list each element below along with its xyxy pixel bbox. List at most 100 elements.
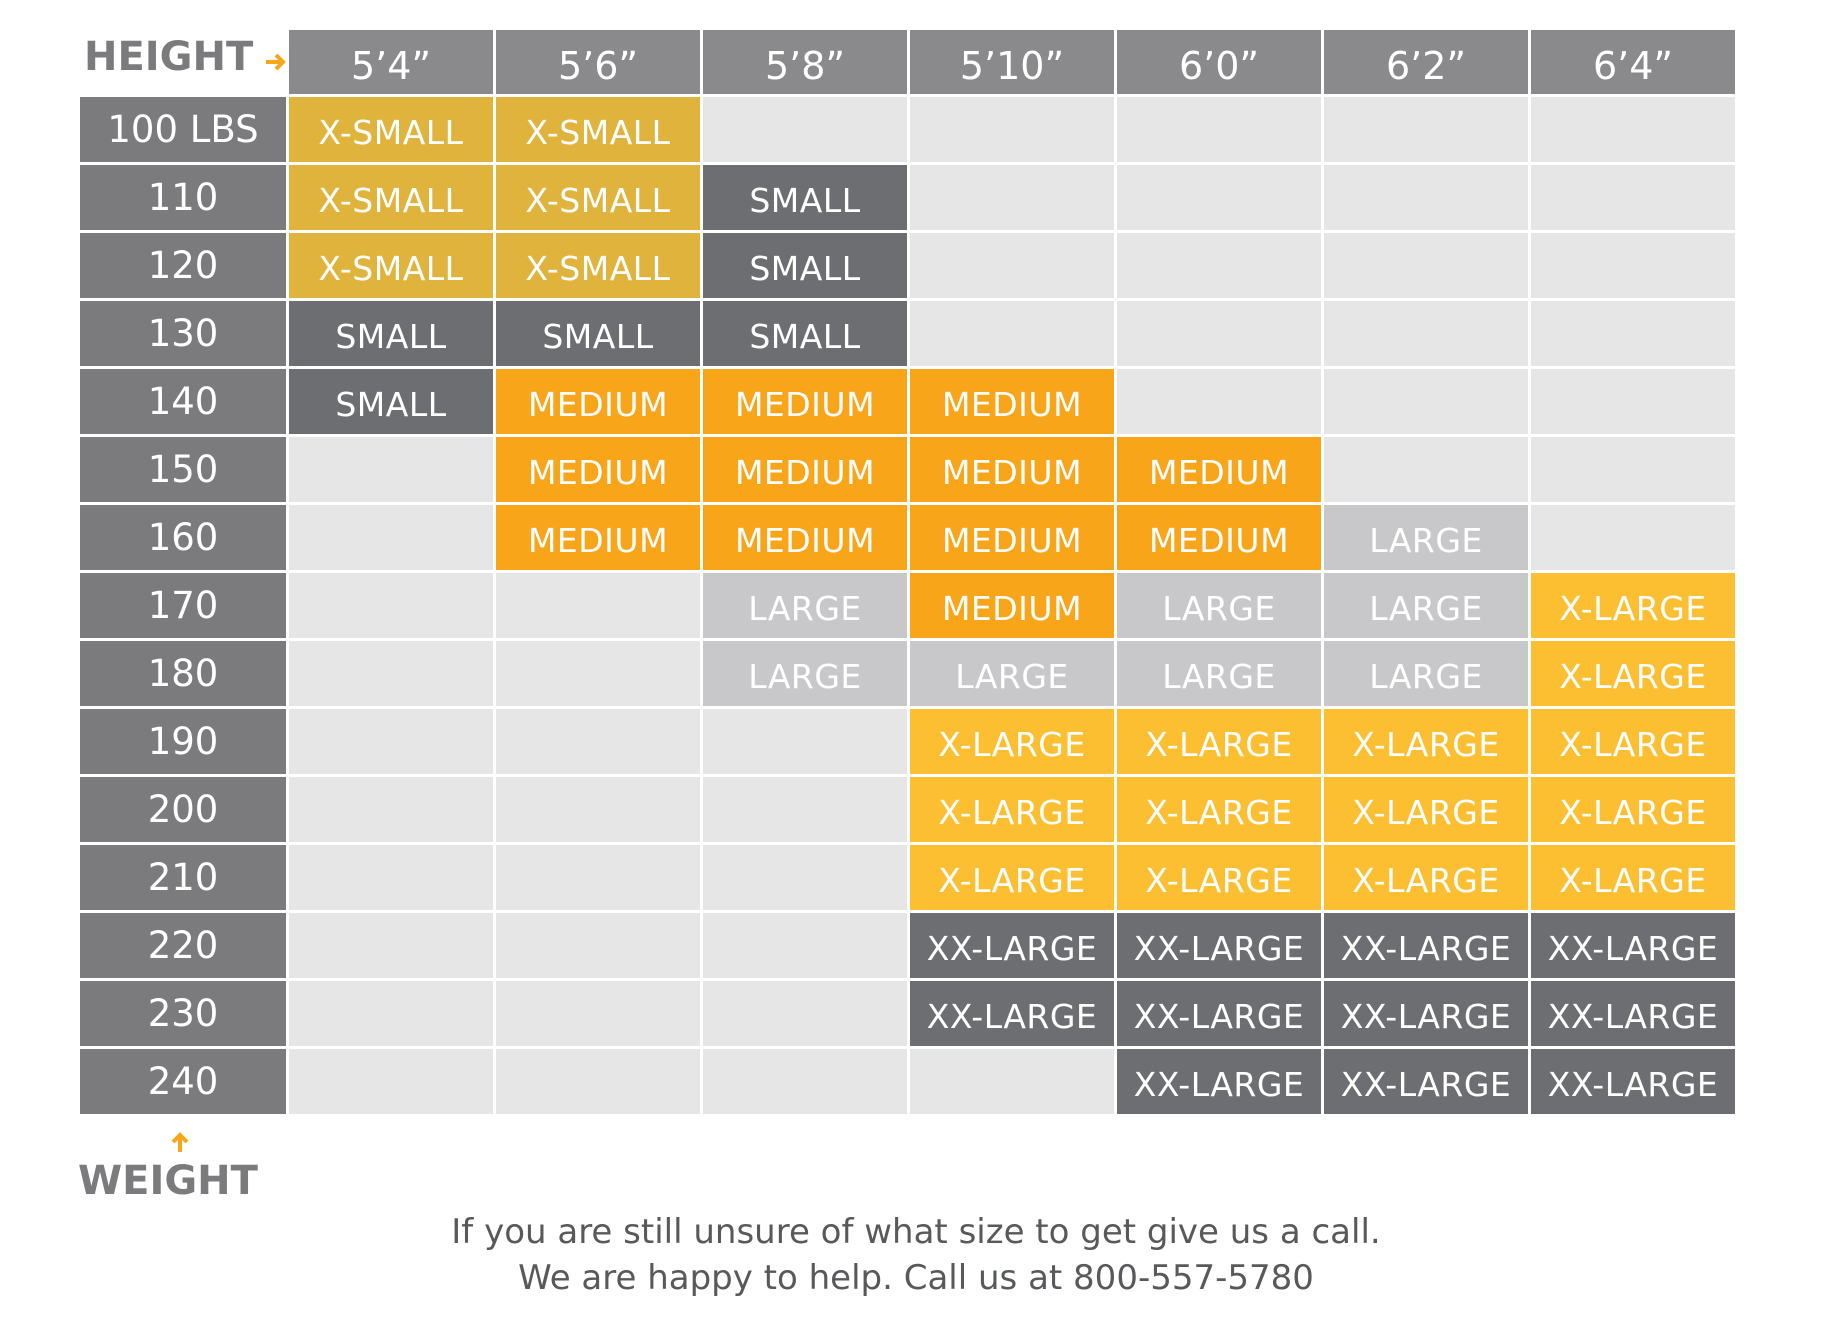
row-label: 150 xyxy=(80,437,286,502)
size-cell: X-SMALL xyxy=(496,165,700,230)
size-cell: XX-LARGE xyxy=(1117,981,1321,1046)
empty-cell xyxy=(289,573,493,638)
empty-cell xyxy=(496,913,700,978)
size-cell: XX-LARGE xyxy=(910,981,1114,1046)
size-cell: X-LARGE xyxy=(1531,709,1735,774)
empty-cell xyxy=(1531,437,1735,502)
size-cell: X-SMALL xyxy=(496,233,700,298)
column-header: 5’10” xyxy=(910,30,1114,94)
empty-cell xyxy=(1117,233,1321,298)
size-cell: LARGE xyxy=(1117,573,1321,638)
empty-cell xyxy=(1117,165,1321,230)
empty-cell xyxy=(1531,369,1735,434)
empty-cell xyxy=(1531,165,1735,230)
size-cell: X-LARGE xyxy=(1117,845,1321,910)
size-cell: LARGE xyxy=(703,573,907,638)
size-cell: MEDIUM xyxy=(910,437,1114,502)
row-label: 240 xyxy=(80,1049,286,1114)
size-cell: X-LARGE xyxy=(1117,709,1321,774)
size-cell: LARGE xyxy=(1324,505,1528,570)
size-cell: MEDIUM xyxy=(496,505,700,570)
size-cell: XX-LARGE xyxy=(1117,1049,1321,1114)
size-cell: SMALL xyxy=(289,301,493,366)
size-cell: MEDIUM xyxy=(910,573,1114,638)
empty-cell xyxy=(496,845,700,910)
empty-cell xyxy=(289,437,493,502)
empty-cell xyxy=(1324,97,1528,162)
size-cell: X-LARGE xyxy=(910,777,1114,842)
empty-cell xyxy=(496,981,700,1046)
empty-cell xyxy=(289,777,493,842)
size-cell: MEDIUM xyxy=(496,437,700,502)
size-cell: SMALL xyxy=(703,233,907,298)
height-label: HEIGHT xyxy=(84,34,254,80)
size-cell: XX-LARGE xyxy=(1531,913,1735,978)
row-label: 190 xyxy=(80,709,286,774)
empty-cell xyxy=(1531,505,1735,570)
size-cell: X-LARGE xyxy=(1531,573,1735,638)
empty-cell xyxy=(1531,233,1735,298)
empty-cell xyxy=(289,709,493,774)
column-header: 6’0” xyxy=(1117,30,1321,94)
size-cell: X-SMALL xyxy=(289,165,493,230)
size-cell: MEDIUM xyxy=(703,505,907,570)
column-header: 5’4” xyxy=(289,30,493,94)
size-cell: XX-LARGE xyxy=(1531,1049,1735,1114)
empty-cell xyxy=(496,641,700,706)
column-header: 5’8” xyxy=(703,30,907,94)
empty-cell xyxy=(289,1049,493,1114)
empty-cell xyxy=(1531,97,1735,162)
size-cell: LARGE xyxy=(910,641,1114,706)
size-cell: X-LARGE xyxy=(1324,709,1528,774)
size-cell: MEDIUM xyxy=(910,369,1114,434)
empty-cell xyxy=(289,845,493,910)
row-label: 140 xyxy=(80,369,286,434)
size-cell: MEDIUM xyxy=(496,369,700,434)
size-cell: LARGE xyxy=(1324,573,1528,638)
empty-cell xyxy=(1117,301,1321,366)
weight-label: WEIGHT xyxy=(78,1158,258,1204)
size-cell: X-LARGE xyxy=(1324,777,1528,842)
size-cell: X-LARGE xyxy=(1531,641,1735,706)
empty-cell xyxy=(1324,233,1528,298)
size-cell: XX-LARGE xyxy=(1324,1049,1528,1114)
empty-cell xyxy=(910,301,1114,366)
size-cell: X-LARGE xyxy=(1531,777,1735,842)
size-cell: X-LARGE xyxy=(1117,777,1321,842)
empty-cell xyxy=(703,913,907,978)
empty-cell xyxy=(703,97,907,162)
empty-cell xyxy=(703,845,907,910)
empty-cell xyxy=(703,709,907,774)
empty-cell xyxy=(910,165,1114,230)
row-label: 230 xyxy=(80,981,286,1046)
empty-cell xyxy=(910,233,1114,298)
size-cell: X-LARGE xyxy=(910,709,1114,774)
empty-cell xyxy=(1324,165,1528,230)
empty-cell xyxy=(496,709,700,774)
empty-cell xyxy=(1324,301,1528,366)
size-cell: SMALL xyxy=(496,301,700,366)
row-label: 100 LBS xyxy=(80,97,286,162)
size-cell: XX-LARGE xyxy=(1117,913,1321,978)
size-cell: LARGE xyxy=(1117,641,1321,706)
size-cell: SMALL xyxy=(289,369,493,434)
footer-line: If you are still unsure of what size to … xyxy=(451,1212,1381,1252)
empty-cell xyxy=(496,777,700,842)
empty-cell xyxy=(1117,97,1321,162)
size-cell: X-LARGE xyxy=(910,845,1114,910)
empty-cell xyxy=(703,777,907,842)
row-label: 130 xyxy=(80,301,286,366)
empty-cell xyxy=(289,913,493,978)
size-cell: MEDIUM xyxy=(703,369,907,434)
size-cell: X-LARGE xyxy=(1324,845,1528,910)
empty-cell xyxy=(703,1049,907,1114)
empty-cell xyxy=(1117,369,1321,434)
size-cell: X-SMALL xyxy=(289,97,493,162)
empty-cell xyxy=(1324,437,1528,502)
column-header: 6’2” xyxy=(1324,30,1528,94)
size-cell: MEDIUM xyxy=(910,505,1114,570)
empty-cell xyxy=(1531,301,1735,366)
empty-cell xyxy=(1324,369,1528,434)
empty-cell xyxy=(496,573,700,638)
